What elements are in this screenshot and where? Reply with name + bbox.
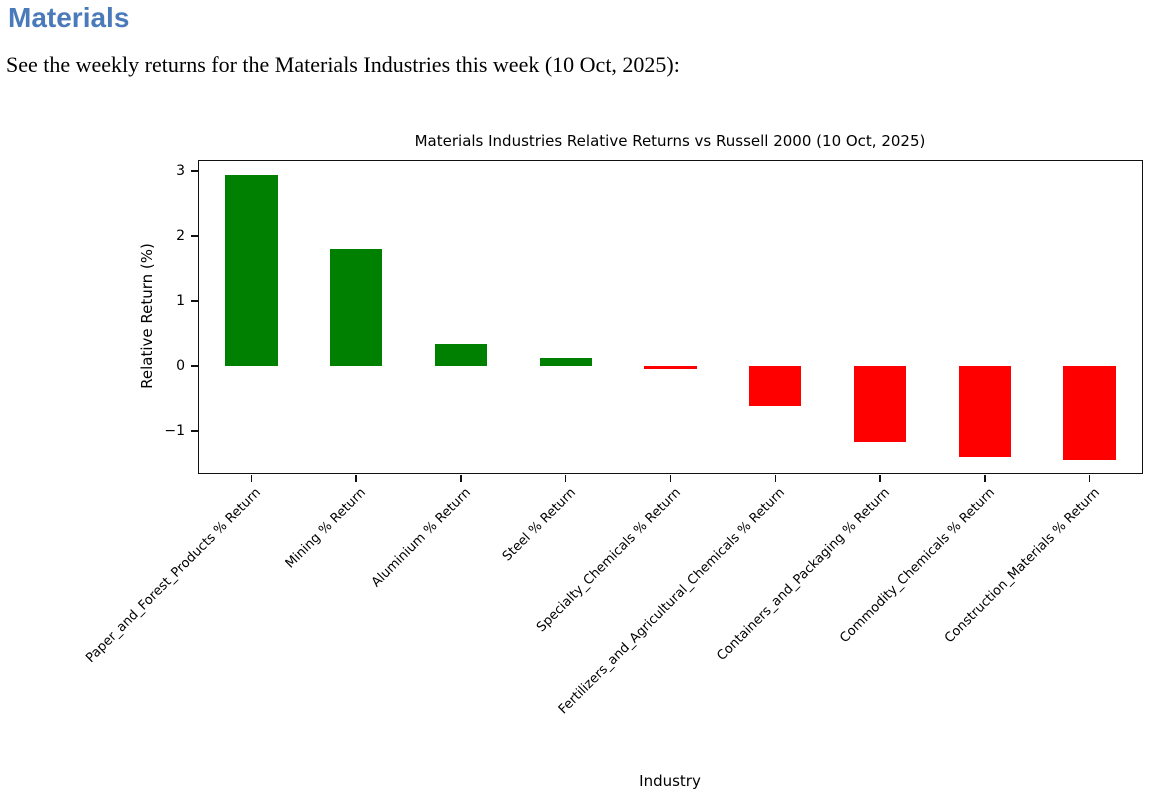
chart-bar (1063, 365, 1116, 460)
chart-bar (539, 357, 592, 366)
x-tick (669, 474, 672, 482)
x-tick (774, 474, 777, 482)
y-tick (190, 430, 198, 432)
x-tick (355, 474, 357, 482)
y-tick-label: 2 (176, 227, 185, 244)
y-tick-label: 3 (176, 162, 185, 179)
chart-bar (434, 343, 488, 366)
y-tick-label: −1 (164, 422, 185, 439)
x-tick (984, 474, 986, 482)
x-tick (1088, 474, 1091, 482)
chart-bar (644, 365, 697, 369)
plot-area: 3 2 1 0 −1 Paper_and_Forest_Products % Return… (84, 160, 1143, 717)
y-tick (190, 365, 198, 367)
chart-bar (749, 365, 802, 407)
y-tick (190, 170, 198, 172)
x-axis-label: Industry (639, 772, 701, 790)
chart-bar (329, 248, 383, 366)
y-tick-label: 1 (176, 292, 185, 309)
x-tick (460, 474, 462, 482)
intro-text: See the weekly returns for the Materials… (6, 52, 680, 77)
chart-bar (853, 365, 907, 443)
x-tick (879, 474, 881, 482)
x-tick (564, 474, 567, 482)
x-tick (250, 474, 253, 482)
y-tick (190, 235, 198, 237)
y-tick-label: 0 (176, 357, 185, 374)
y-tick (190, 300, 198, 302)
chart-bar (958, 365, 1011, 458)
chart-title: Materials Industries Relative Returns vs… (414, 132, 926, 150)
chart-bar (225, 175, 278, 366)
section-heading: Materials (8, 2, 130, 33)
